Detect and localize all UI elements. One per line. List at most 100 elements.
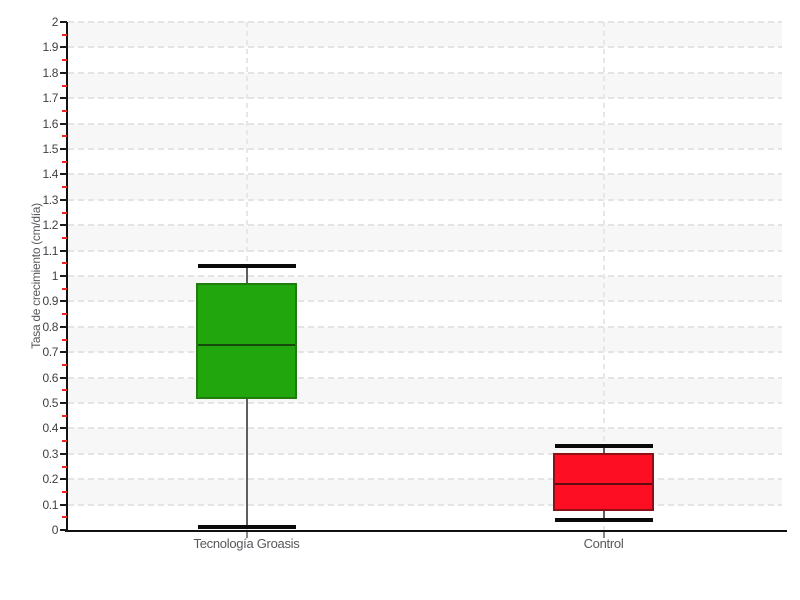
y-tick-label: 0	[51, 523, 59, 537]
background-band	[68, 276, 782, 302]
grid-line-horizontal	[68, 97, 782, 100]
box-whisker-cap	[554, 444, 653, 449]
grid-line-horizontal	[68, 249, 782, 252]
box-whisker-cap	[197, 263, 296, 268]
y-major-tick	[60, 249, 67, 252]
grid-line-horizontal	[68, 503, 782, 506]
box-whisker-cap	[554, 517, 653, 522]
grid-line-vertical	[602, 22, 605, 530]
y-minor-tick	[62, 516, 67, 519]
background-band	[68, 301, 782, 327]
y-major-tick	[60, 452, 67, 455]
background-band	[68, 47, 782, 73]
grid-line-horizontal	[68, 300, 782, 303]
y-tick-label: 0.8	[42, 319, 59, 334]
y-major-tick	[60, 224, 67, 227]
y-tick-label: 1	[51, 269, 59, 283]
y-tick-label: 1.9	[42, 40, 59, 55]
y-tick-label: 1.6	[42, 116, 59, 131]
grid-line-horizontal	[68, 148, 782, 150]
y-major-tick	[60, 300, 67, 303]
y-tick-label: 0.1	[42, 497, 59, 512]
y-major-tick	[60, 478, 67, 481]
background-band	[68, 479, 782, 505]
y-major-tick	[60, 21, 67, 23]
box-control	[553, 452, 654, 511]
y-axis-line	[66, 22, 68, 532]
y-major-tick	[60, 173, 67, 176]
x-category-label: Tecnología Groasis	[193, 536, 300, 551]
grid-line-horizontal	[68, 402, 782, 404]
y-tick-label: 1.3	[42, 192, 59, 207]
y-major-tick	[60, 351, 67, 354]
background-band	[68, 225, 782, 251]
background-band	[68, 352, 782, 378]
background-band	[68, 453, 782, 480]
y-minor-tick	[62, 59, 67, 62]
grid-line-horizontal	[68, 325, 782, 328]
grid-line-horizontal	[68, 452, 782, 455]
x-category-label: Control	[583, 536, 624, 551]
y-minor-tick	[62, 363, 67, 366]
y-tick-label: 0.4	[42, 421, 59, 436]
y-major-tick	[60, 275, 67, 277]
y-major-tick	[60, 122, 67, 125]
x-tick	[602, 532, 605, 538]
background-band	[68, 149, 782, 175]
background-band	[68, 377, 782, 403]
y-major-tick	[60, 376, 67, 379]
x-tick	[245, 532, 248, 538]
background-band	[68, 123, 782, 149]
background-band	[68, 504, 782, 530]
y-tick-label: 0.6	[42, 370, 59, 385]
grid-line-horizontal	[68, 478, 782, 481]
y-major-tick	[60, 325, 67, 328]
grid-line-horizontal	[68, 427, 782, 430]
y-tick-label: 1.1	[42, 243, 59, 258]
y-tick-label: 0.5	[42, 396, 59, 410]
grid-line-horizontal	[68, 198, 782, 201]
y-major-tick	[60, 97, 67, 100]
grid-line-horizontal	[68, 376, 782, 379]
y-tick-label: 0.9	[42, 294, 59, 309]
y-tick-label: 2	[51, 15, 59, 29]
background-band	[68, 403, 782, 429]
y-minor-tick	[62, 84, 67, 87]
y-tick-label: 0.3	[42, 446, 59, 461]
y-minor-tick	[62, 287, 67, 290]
background-band	[68, 22, 782, 48]
y-minor-tick	[62, 313, 67, 316]
y-minor-tick	[62, 135, 67, 138]
median-line	[555, 483, 652, 486]
x-axis-line	[65, 530, 787, 532]
y-minor-tick	[62, 160, 67, 163]
y-minor-tick	[62, 440, 67, 443]
y-major-tick	[60, 148, 67, 150]
y-minor-tick	[62, 211, 67, 214]
y-major-tick	[60, 427, 67, 430]
y-tick-label: 1.8	[42, 65, 59, 80]
box-tecnolog-a-groasis	[196, 282, 297, 399]
background-band	[68, 199, 782, 226]
background-band	[68, 250, 782, 276]
y-major-tick	[60, 46, 67, 49]
grid-line-horizontal	[68, 71, 782, 74]
y-minor-tick	[62, 389, 67, 392]
y-minor-tick	[62, 109, 67, 112]
background-band	[68, 98, 782, 124]
grid-line-horizontal	[68, 224, 782, 227]
box-whisker-cap	[197, 525, 296, 530]
y-major-tick	[60, 503, 67, 506]
y-major-tick	[60, 198, 67, 201]
grid-line-horizontal	[68, 351, 782, 354]
y-tick-label: 1.7	[42, 91, 59, 106]
grid-line-horizontal	[68, 275, 782, 277]
y-minor-tick	[62, 262, 67, 265]
grid-line-horizontal	[68, 173, 782, 176]
y-major-tick	[60, 71, 67, 74]
y-major-tick	[60, 529, 67, 531]
y-minor-tick	[62, 186, 67, 189]
y-minor-tick	[62, 465, 67, 468]
grid-line-horizontal	[68, 122, 782, 125]
